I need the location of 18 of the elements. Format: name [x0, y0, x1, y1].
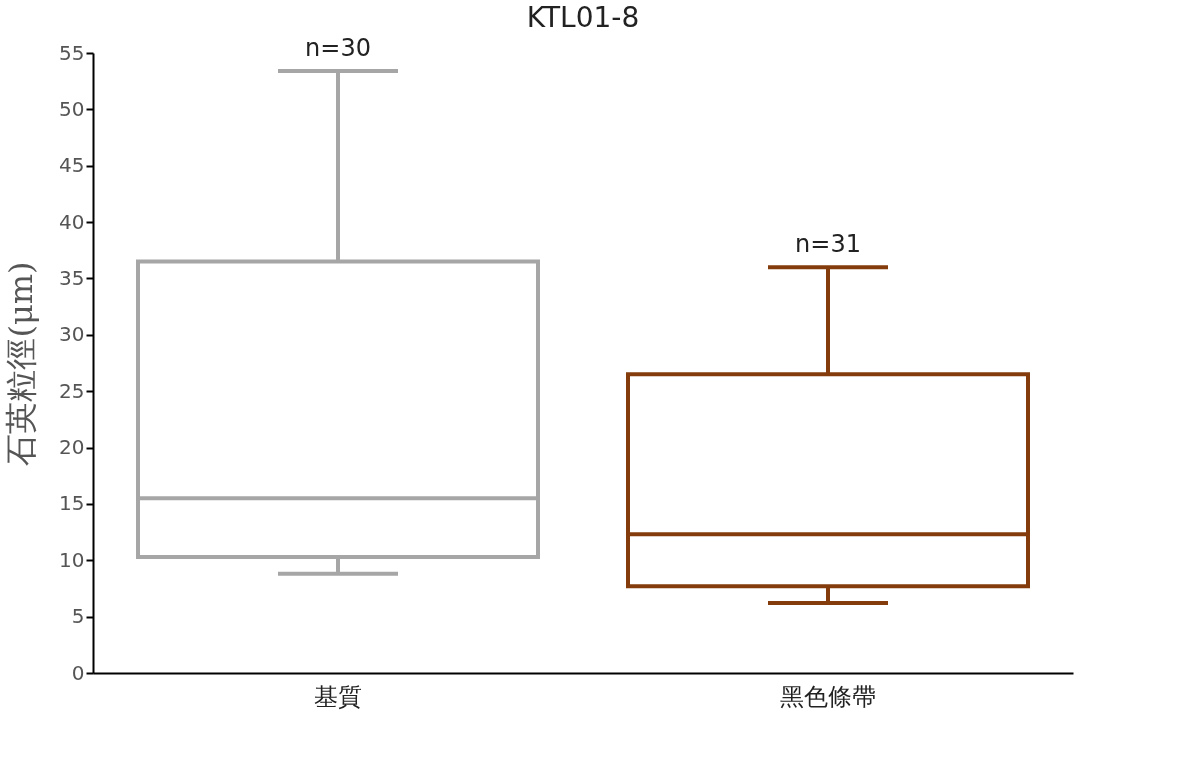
y-tick-label: 5 — [71, 604, 85, 629]
x-tick-label: 基質 — [314, 682, 362, 711]
chart-title: KTL01-8 — [526, 1, 640, 35]
y-tick-label: 35 — [59, 265, 85, 290]
y-tick-label: 25 — [59, 378, 85, 403]
annotation: n=31 — [795, 230, 861, 259]
y-tick-label: 45 — [59, 153, 85, 178]
y-tick-label: 50 — [59, 96, 85, 121]
annotation: n=30 — [305, 34, 371, 63]
y-tick-label: 55 — [59, 40, 85, 65]
y-tick-label: 0 — [71, 660, 85, 685]
y-axis-title: 石英粒徑(μm) — [2, 261, 41, 466]
y-tick-label: 30 — [59, 322, 85, 347]
y-tick-label: 40 — [59, 209, 85, 234]
y-tick-label: 15 — [59, 491, 85, 516]
x-tick-label: 黑色條帶 — [780, 682, 876, 711]
y-tick-label: 10 — [59, 547, 85, 572]
y-tick-label: 20 — [59, 435, 85, 460]
